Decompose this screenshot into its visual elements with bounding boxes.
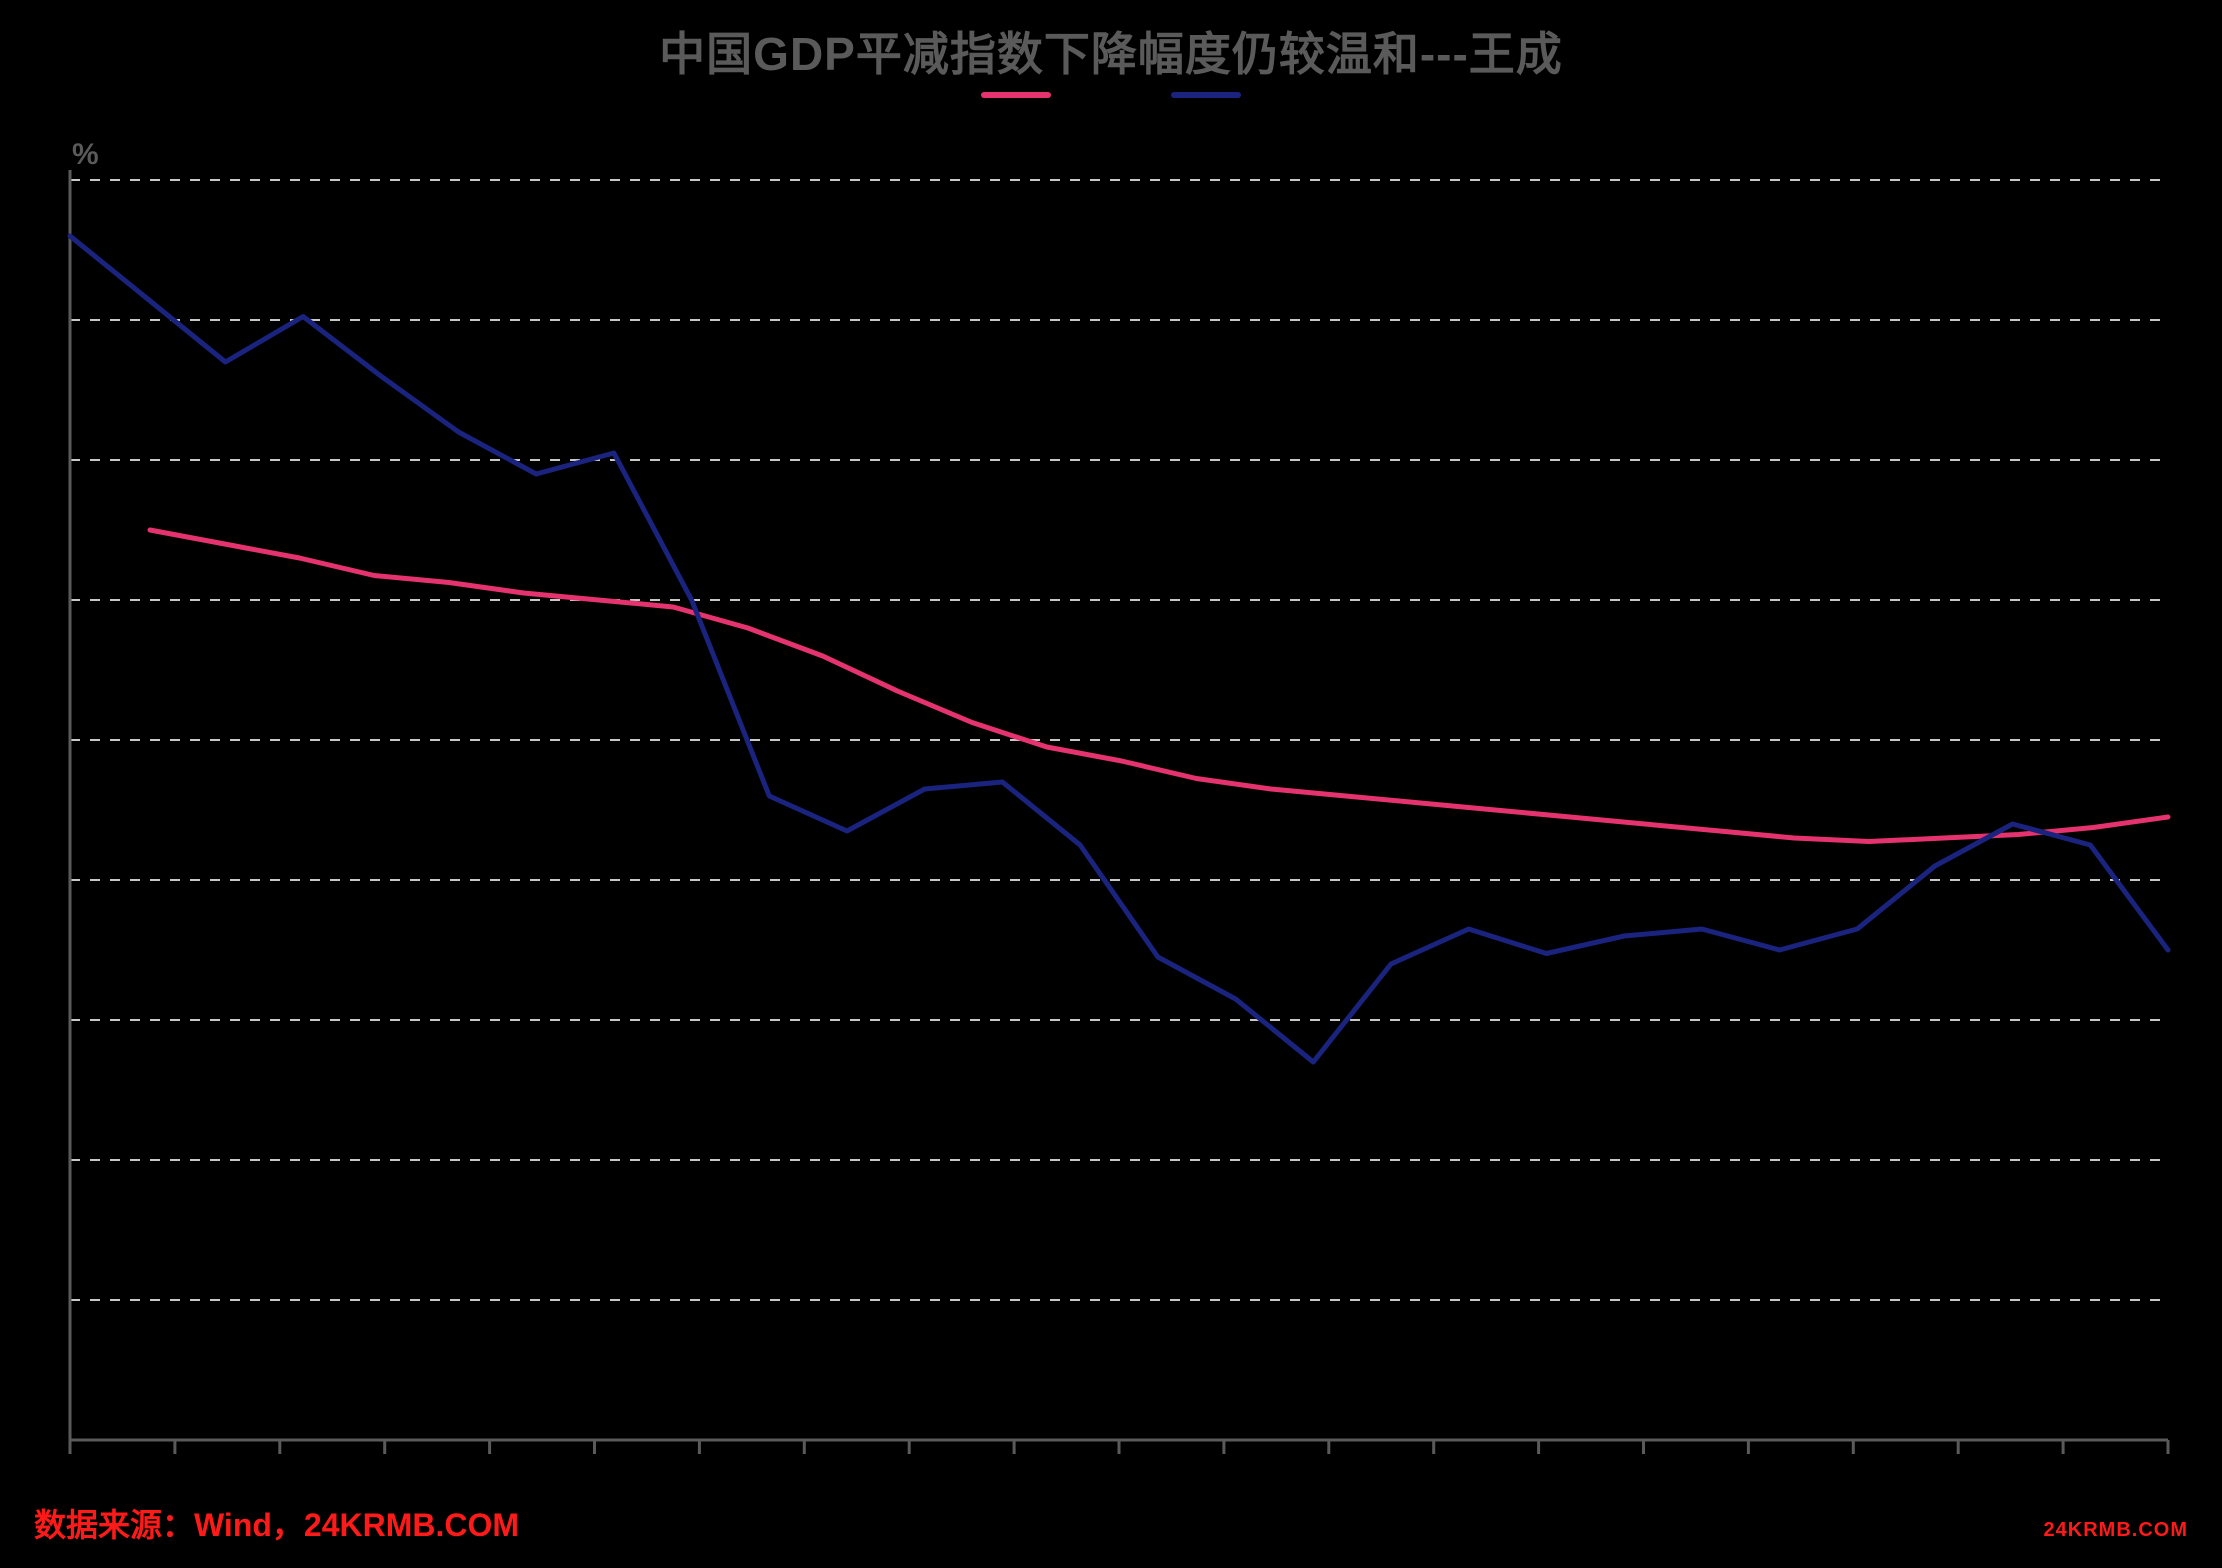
watermark: 24KRMB.COM xyxy=(2044,1519,2188,1542)
chart-container: 中国GDP平减指数下降幅度仍较温和---王成 % 数据来源：Wind，24KRM… xyxy=(0,0,2222,1568)
data-source-label: 数据来源：Wind，24KRMB.COM xyxy=(34,1500,519,1546)
series-red xyxy=(150,530,2168,842)
plot-area xyxy=(0,0,2222,1568)
series-blue xyxy=(70,236,2168,1062)
